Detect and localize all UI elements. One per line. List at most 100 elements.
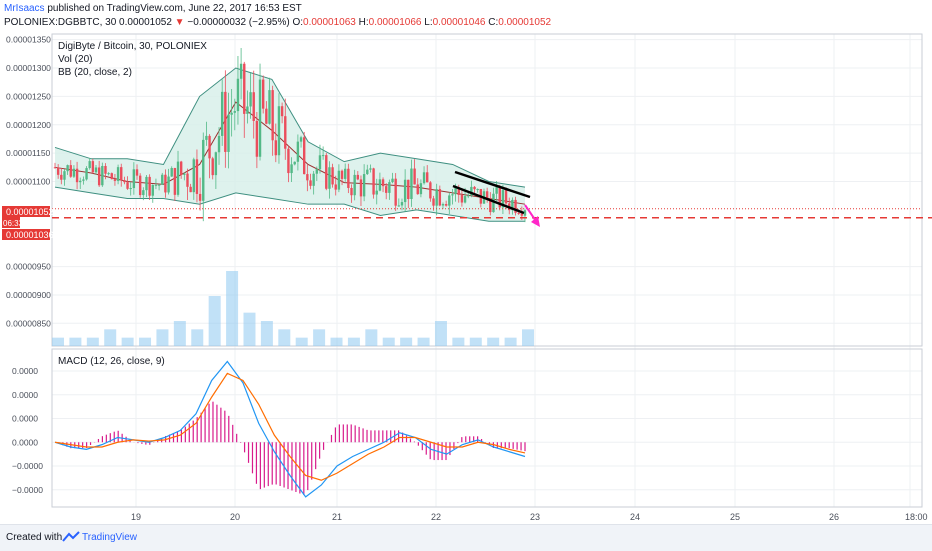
candle-body xyxy=(470,186,473,196)
candle-body xyxy=(56,167,60,175)
candles xyxy=(53,47,527,223)
candle-body xyxy=(123,180,126,183)
candle-body xyxy=(91,161,95,173)
price-tick-label: 0.00001100 xyxy=(6,176,51,186)
volume-bar xyxy=(434,321,447,346)
candle-body xyxy=(419,183,423,195)
symbol: POLONIEX:DGBBTC, 30 xyxy=(4,17,117,28)
candle-body xyxy=(312,173,315,186)
candle-body xyxy=(422,172,426,184)
candle-body xyxy=(220,91,224,136)
price-tick-label: 0.00001350 xyxy=(6,35,51,45)
candle-body xyxy=(138,175,142,196)
legend-title: DigiByte / Bitcoin, 30, POLONIEX xyxy=(58,41,207,52)
candle-body xyxy=(277,106,281,156)
macd-tick-label: 0.0000 xyxy=(12,366,38,376)
chart-area[interactable]: 0.00001350 0.00001300 0.00001250 0.00001200… xyxy=(0,0,932,524)
candle-body xyxy=(309,180,312,186)
price-tick-label: 0.00000900 xyxy=(6,290,51,300)
channel-lower-line[interactable] xyxy=(452,184,525,215)
candle-body xyxy=(230,112,233,115)
candle-body xyxy=(290,164,293,174)
candle-body xyxy=(239,63,243,79)
volume-bar xyxy=(260,321,273,346)
candle-body xyxy=(514,199,517,213)
candle-body xyxy=(432,198,435,206)
time-tick-label: 19 xyxy=(131,512,141,522)
volume-bar xyxy=(191,329,204,346)
publish-line: MrIsaacs published on TradingView.com, J… xyxy=(4,3,302,14)
candle-body xyxy=(195,159,199,194)
volume-bar xyxy=(382,337,395,346)
candle-body xyxy=(88,161,91,169)
candle-body xyxy=(388,182,391,193)
macd-line xyxy=(54,360,526,498)
macd-tick-label: 0.0000 xyxy=(12,414,38,424)
time-axis[interactable]: 19 20 21 22 23 24 25 26 18:00 xyxy=(131,512,928,522)
candle-body xyxy=(189,186,192,193)
candle-body xyxy=(107,173,110,175)
footer-brand[interactable]: TradingView xyxy=(82,532,138,543)
last-price-tag-text: 0.00001052 xyxy=(6,207,54,217)
candle-body xyxy=(366,169,369,175)
volume-bar xyxy=(156,329,169,346)
candle-body xyxy=(176,161,180,195)
candle-body xyxy=(151,184,154,196)
candle-body xyxy=(214,152,218,176)
candle-body xyxy=(236,78,240,112)
candle-body xyxy=(356,174,360,180)
candle-body xyxy=(135,169,139,176)
price-tick-label: 0.00001250 xyxy=(6,91,51,101)
candle-body xyxy=(72,168,76,177)
candle-body xyxy=(438,189,442,206)
open-value: 0.00001063 xyxy=(303,17,356,28)
candle-body xyxy=(205,135,208,140)
candle-body xyxy=(157,184,161,186)
time-tick-label: 21 xyxy=(332,512,342,522)
countdown-tag xyxy=(2,217,20,228)
volume-bar xyxy=(86,337,99,346)
volume-bar xyxy=(278,329,291,346)
candle-body xyxy=(173,168,177,195)
candle-body xyxy=(243,63,246,114)
price-axis[interactable]: 0.00001350 0.00001300 0.00001250 0.00001200… xyxy=(6,35,51,329)
price-pane[interactable] xyxy=(51,33,923,347)
author-link[interactable]: MrIsaacs xyxy=(4,3,45,14)
macd-pane[interactable] xyxy=(51,348,923,508)
macd-tick-label: 0.0000 xyxy=(12,390,38,400)
candle-body xyxy=(110,173,113,180)
bollinger-upper-line xyxy=(54,67,526,188)
candle-body xyxy=(460,194,464,203)
ohlc-line: POLONIEX:DGBBTC, 30 0.00001052 ▼ −0.0000… xyxy=(4,17,551,28)
price-change: −0.00000032 (−2.95%) xyxy=(187,17,290,28)
candle-body xyxy=(66,165,69,172)
macd-histogram xyxy=(58,401,526,495)
volume-bar xyxy=(52,337,64,346)
candle-body xyxy=(142,190,145,196)
price-tick-label: 0.00001300 xyxy=(6,63,51,73)
candle-body xyxy=(492,193,495,213)
macd-axis[interactable]: 0.0000 0.0000 0.0000 0.0000 −0.0000 −0.0000 xyxy=(12,366,43,495)
channel-upper-line[interactable] xyxy=(454,170,531,199)
candle-body xyxy=(444,204,448,206)
volume-bar xyxy=(417,337,430,346)
candle-body xyxy=(120,167,123,181)
candle-body xyxy=(344,168,347,179)
candle-body xyxy=(498,187,501,208)
candle-body xyxy=(293,161,296,165)
volume-bar xyxy=(330,337,343,346)
candle-body xyxy=(334,184,337,190)
candle-body xyxy=(321,155,325,157)
high-value: 0.00001066 xyxy=(368,17,422,28)
candle-body xyxy=(448,195,451,206)
candle-body xyxy=(246,106,249,114)
candle-body xyxy=(85,168,88,180)
volume-bar xyxy=(173,321,186,346)
candle-body xyxy=(148,176,151,196)
candle-body xyxy=(192,159,195,193)
candle-body xyxy=(271,90,274,141)
candle-body xyxy=(489,198,492,213)
volume-bar xyxy=(69,337,82,346)
candle-body xyxy=(454,187,457,195)
volume-bar xyxy=(522,329,534,346)
